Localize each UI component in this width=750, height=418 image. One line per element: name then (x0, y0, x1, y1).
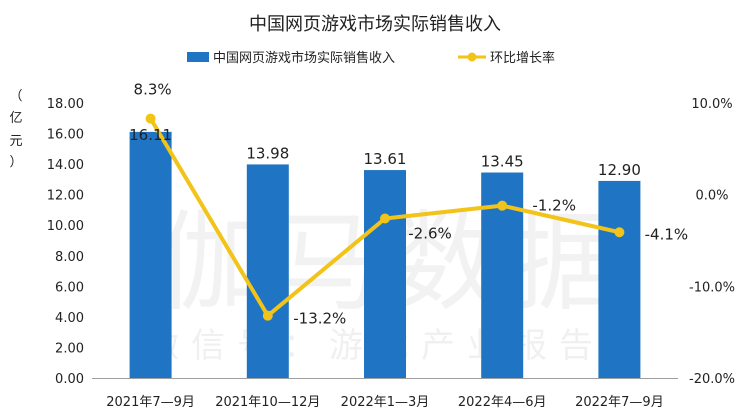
x-tick-label: 2021年10—12月 (215, 395, 320, 410)
bar-value-label: 13.98 (246, 144, 289, 162)
y2-tick-label: 0.0% (695, 189, 728, 204)
x-tick-label: 2021年7—9月 (106, 395, 195, 410)
y-tick-label: 18.00 (47, 97, 84, 112)
line-value-label: -2.6% (408, 225, 452, 243)
line-value-label: -4.1% (645, 225, 689, 243)
y-axis-right: 10.0% 0.0% -10.0% -20.0% (689, 97, 735, 387)
chart-title: 中国网页游戏市场实际销售收入 (249, 14, 501, 35)
line-point (497, 200, 508, 211)
legend-line-marker (467, 52, 477, 62)
legend: 中国网页游戏市场实际销售收入 环比增长率 (187, 50, 555, 66)
bar-value-label: 13.61 (364, 150, 407, 168)
y2-tick-label: 10.0% (691, 97, 732, 112)
legend-bar-swatch (187, 52, 209, 62)
y-axis-label-char: （ (9, 89, 22, 104)
bar-value-label: 13.45 (481, 153, 524, 171)
y2-tick-label: -10.0% (689, 280, 735, 295)
y2-tick-label: -20.0% (689, 372, 735, 387)
x-tick-label: 2022年4—6月 (458, 395, 547, 410)
y-tick-label: 6.00 (55, 280, 84, 295)
y-axis-label-char: 元 (9, 134, 22, 149)
line-value-labels: 8.3% -13.2% -2.6% -1.2% -4.1% (134, 81, 689, 328)
y-axis-label: （ 亿元 ） (9, 89, 22, 170)
bar (364, 170, 406, 378)
bar (598, 180, 641, 378)
bar (129, 131, 172, 378)
x-tick-label: 2022年1—3月 (341, 395, 430, 410)
bar (246, 164, 289, 378)
y-axis-label-char: 亿 (9, 111, 22, 126)
y-tick-label: 12.00 (47, 189, 84, 204)
x-tick-label: 2022年7—9月 (575, 395, 664, 410)
y-tick-label: 10.00 (47, 219, 84, 234)
y-axis-left: 0.00 2.00 4.00 6.00 8.00 10.00 12.00 14.00 16.00… (47, 97, 84, 387)
y-axis-label-char: ） (9, 155, 22, 170)
y-tick-label: 2.00 (55, 341, 84, 356)
y-tick-label: 8.00 (55, 250, 84, 265)
bar-value-label: 16.11 (129, 126, 172, 144)
line-value-label: -13.2% (293, 310, 346, 328)
x-axis: 2021年7—9月 2021年10—12月 2022年1—3月 2022年4—6月 20… (106, 395, 663, 410)
line-value-label: 8.3% (134, 81, 172, 99)
line-value-label: -1.2% (532, 197, 576, 215)
line-series (145, 113, 625, 321)
line-point (614, 227, 625, 238)
bar-value-labels: 16.11 13.98 13.61 13.45 12.90 (129, 126, 641, 179)
bar-series (129, 131, 641, 378)
legend-bar-label: 中国网页游戏市场实际销售收入 (213, 50, 395, 66)
legend-line-label: 环比增长率 (490, 50, 555, 66)
y-tick-label: 16.00 (47, 128, 84, 143)
y-tick-label: 0.00 (55, 372, 84, 387)
y-tick-label: 14.00 (47, 158, 84, 173)
line-point (145, 113, 156, 124)
bar-value-label: 12.90 (598, 161, 641, 179)
y-tick-label: 4.00 (55, 311, 84, 326)
line-point (262, 310, 273, 321)
line-point (380, 213, 390, 224)
